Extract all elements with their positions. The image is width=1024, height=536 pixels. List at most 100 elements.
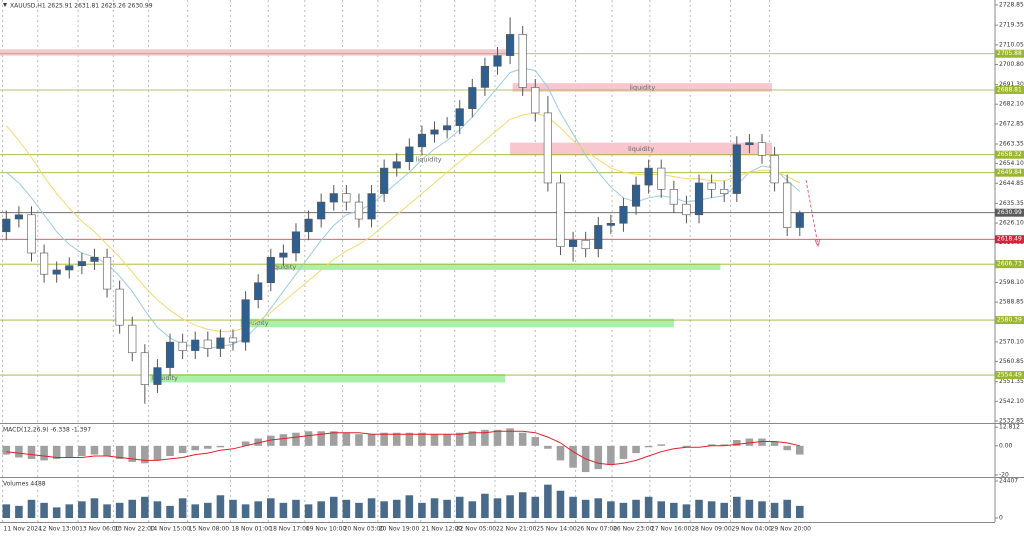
volume-bar [733,496,741,518]
y-tick-label: 2672.85 [999,120,1024,127]
x-tick-label: 13 Nov 06:00 [79,526,120,533]
volume-bar [153,501,162,518]
candle-body [531,87,540,114]
liquidity-zone [512,83,773,92]
x-tick-label: 29 Nov 04:00 [732,526,773,533]
candle-body [417,133,427,148]
candle-body [543,112,552,184]
x-tick-label: 13 Nov 22:00 [114,526,155,533]
x-tick-label: 22 Nov 05:00 [456,526,497,533]
volume-bar [90,498,99,518]
candle-body [405,146,414,163]
macd-bar [770,441,779,446]
volume-bar [229,499,237,518]
level-label: 2618.49 [997,236,1022,243]
y-tick-label: 0.00 [999,442,1013,449]
macd-title: MACD(12,26,9) -6.338 -1.397 [3,427,91,434]
volume-bar [607,501,615,518]
y-tick-label: 0 [999,514,1003,521]
volume-bar [632,499,640,518]
candle-body [720,189,729,194]
volume-bar [279,502,288,518]
macd-bar [707,444,716,446]
x-tick-label: 18 Nov 01:00 [231,526,272,533]
macd-bar [632,445,640,454]
candle-body [52,269,61,275]
macd-bar [544,445,552,449]
candle-body [317,201,326,220]
y-tick-label: 2682.10 [999,101,1024,108]
volume-bar [115,502,124,518]
level-label-box [995,49,1024,58]
x-tick-label: 20 Nov 03:00 [344,526,385,533]
volume-bar [292,499,300,518]
macd-bar [455,432,464,446]
macd-bar [392,432,401,446]
candle-body [606,222,615,226]
volume-bar [796,505,804,518]
volume-bar [443,499,451,518]
candle-body [266,256,275,284]
y-tick-label: 2532.85 [999,417,1024,424]
macd-bar [531,437,540,446]
candle-body [178,341,187,351]
macd-bar [644,445,653,448]
y-tick-label: 2654.10 [999,160,1024,167]
candle-body [455,108,464,126]
candle-body [241,299,250,343]
zone-label: liquidity [152,374,178,382]
volume-bar [758,501,766,518]
volume-bar [783,499,791,518]
macd-bar [430,434,439,446]
y-tick-label: 2635.35 [999,200,1024,207]
candle-body [115,288,124,326]
level-label: 2688.81 [997,86,1022,93]
volume-bar [27,499,36,518]
volume-bar [770,502,779,518]
macd-bar [317,431,325,446]
macd-bar [27,445,36,459]
zone-label: liquidity [628,145,654,153]
candle-body [140,352,149,385]
candle-body [506,34,515,56]
level-label-box [995,168,1024,177]
level-label-box [995,208,1024,217]
level-label: 2580.39 [997,317,1022,324]
volume-bar [380,501,388,518]
y-tick-label: 2644.85 [999,180,1024,187]
candle-body [77,261,86,267]
y-tick-label: 24407 [999,478,1018,485]
macd-bar [405,432,414,446]
y-tick-label: 12.812 [999,424,1020,431]
x-tick-label: 11 Nov 2024 [4,526,43,533]
symbol-icon [3,3,7,7]
candle-body [191,339,200,351]
candle-body [329,193,338,203]
macd-bar [682,445,691,448]
candle-body [2,218,11,233]
x-tick-label: 28 Nov 09:00 [691,526,732,533]
candle-body [367,193,376,220]
x-tick-label: 20 Nov 19:00 [379,526,420,533]
chart-title: XAUUSD,H1 2625.91 2631.81 2625.26 2630.9… [10,3,153,10]
liquidity-zone [149,373,506,383]
volume-bar [430,498,439,518]
y-tick-label: 2728.85 [999,1,1024,8]
volume-bar [204,502,212,518]
x-tick-label: 18 Nov 17:00 [269,526,310,533]
forecast-arrow [805,179,819,246]
macd-bar [329,431,338,446]
candle-body [518,34,527,88]
macd-bar [796,445,804,455]
macd-bar [506,428,514,446]
level-label-box [995,235,1024,244]
volume-bar [468,501,477,518]
volume-bar [531,496,540,518]
macd-bar [141,445,149,464]
candle-body [594,225,603,250]
annotation: liquidity [416,156,442,164]
candle-body [556,182,565,247]
candle-body [90,256,99,262]
candle-body [216,337,225,349]
candle-body [631,184,641,207]
